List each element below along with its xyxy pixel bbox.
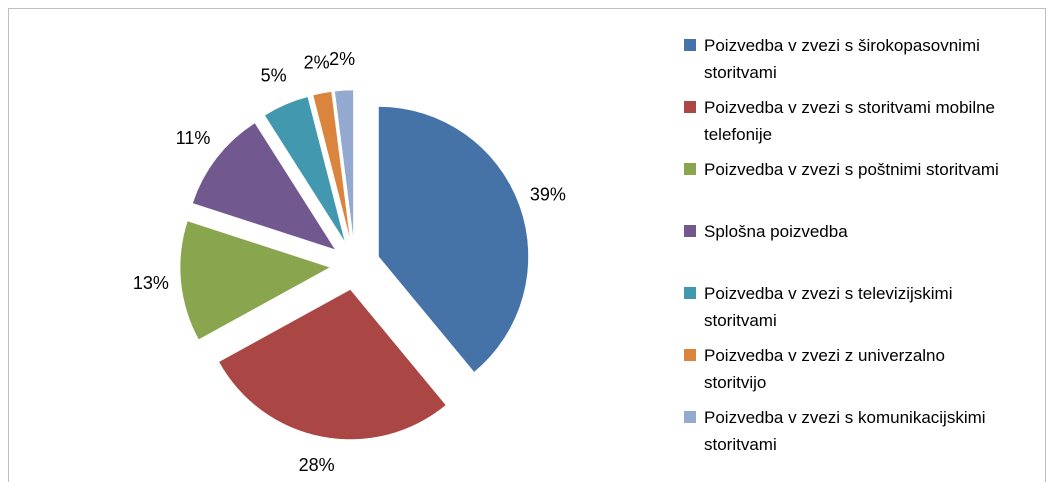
legend-swatch	[684, 163, 696, 175]
legend-item: Poizvedba v zvezi s storitvami mobilne t…	[684, 94, 1004, 154]
pie-slice	[192, 122, 336, 251]
pie-slice	[264, 96, 346, 243]
data-label: 5%	[261, 66, 287, 86]
legend-item: Poizvedba v zvezi z univerzalno storitvi…	[684, 342, 1004, 402]
legend-label: Poizvedba v zvezi s televizijskimi stori…	[704, 284, 953, 330]
pie-slice	[179, 220, 331, 340]
data-label: 2%	[329, 49, 355, 69]
legend-swatch	[684, 411, 696, 423]
chart-border	[8, 8, 1046, 482]
data-label: 39%	[530, 184, 566, 204]
legend-label: Poizvedba v zvezi s komunikacijskimi sto…	[704, 408, 986, 454]
legend-label: Poizvedba v zvezi s storitvami mobilne t…	[704, 98, 996, 144]
data-label: 11%	[176, 128, 211, 148]
data-label: 2%	[304, 52, 330, 72]
legend-swatch	[684, 39, 696, 51]
pie-slice	[378, 106, 529, 373]
legend-item: Splošna poizvedba	[684, 218, 1004, 278]
pie-slice	[312, 91, 351, 241]
legend-item: Poizvedba v zvezi s komunikacijskimi sto…	[684, 404, 1004, 464]
legend-label: Poizvedba v zvezi z univerzalno storitvi…	[704, 346, 945, 392]
data-label: 28%	[299, 455, 335, 475]
legend-item: Poizvedba v zvezi s televizijskimi stori…	[684, 280, 1004, 340]
legend-item: Poizvedba v zvezi s poštnimi storitvami	[684, 156, 1004, 216]
pie-slice	[218, 289, 447, 440]
legend-label: Poizvedba v zvezi s širokopasovnimi stor…	[704, 36, 980, 82]
legend-label: Splošna poizvedba	[704, 222, 848, 241]
data-label: 13%	[133, 273, 169, 293]
pie-slice	[334, 89, 354, 241]
legend-swatch	[684, 349, 696, 361]
legend-item: Poizvedba v zvezi s širokopasovnimi stor…	[684, 32, 1004, 92]
legend-swatch	[684, 101, 696, 113]
legend-swatch	[684, 225, 696, 237]
legend-label: Poizvedba v zvezi s poštnimi storitvami	[704, 160, 999, 179]
legend-swatch	[684, 287, 696, 299]
